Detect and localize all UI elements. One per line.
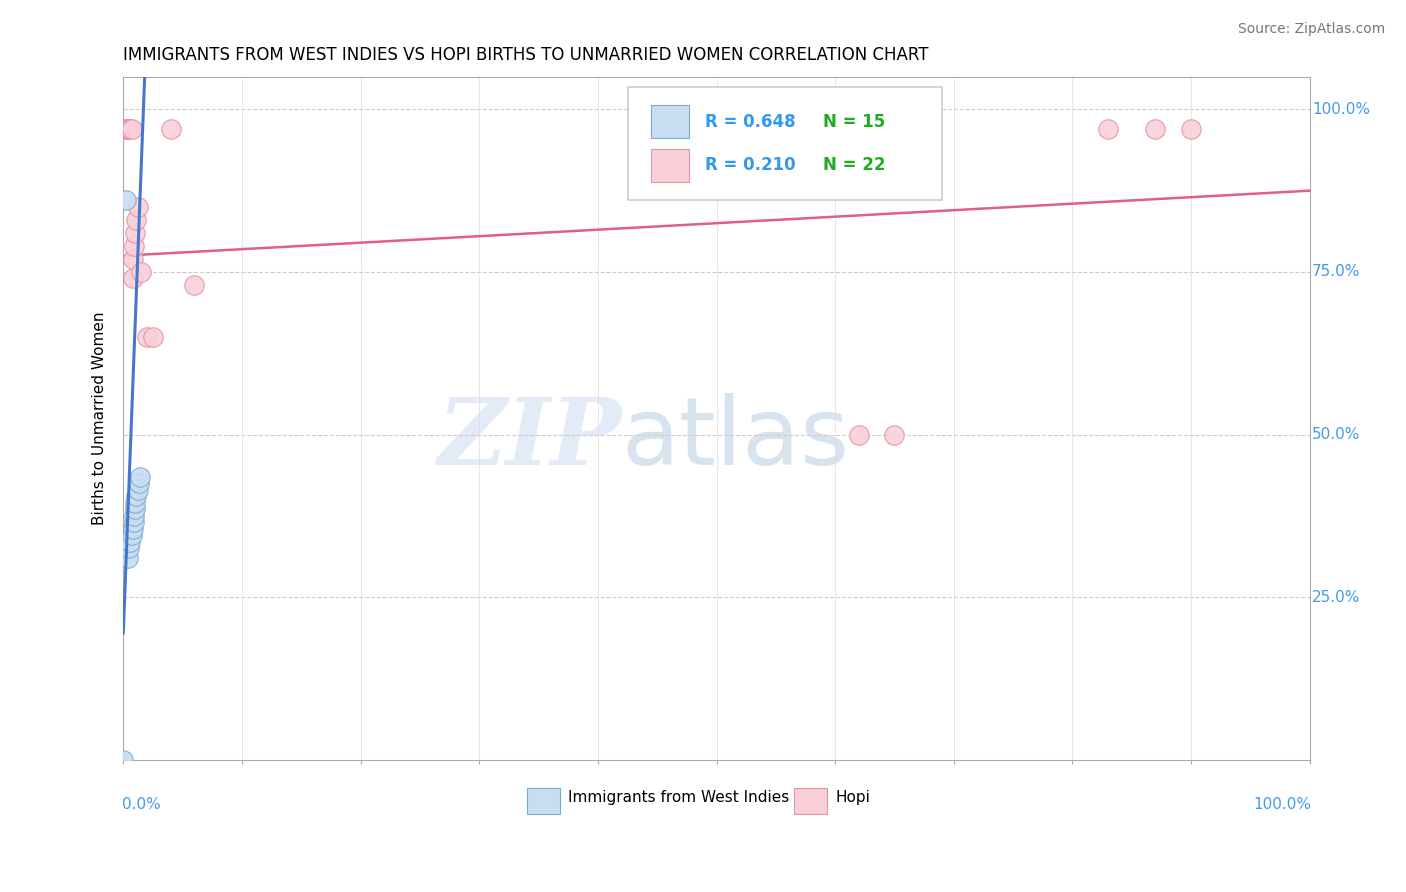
FancyBboxPatch shape [627, 87, 942, 200]
Bar [651, 149, 689, 182]
Text: N = 22: N = 22 [824, 156, 886, 174]
Text: N = 15: N = 15 [824, 112, 886, 130]
Text: 50.0%: 50.0% [1312, 427, 1361, 442]
Text: 100.0%: 100.0% [1253, 797, 1310, 812]
Bar [651, 105, 689, 138]
Text: Source: ZipAtlas.com: Source: ZipAtlas.com [1237, 22, 1385, 37]
Y-axis label: Births to Unmarried Women: Births to Unmarried Women [93, 311, 107, 525]
Text: 0.0%: 0.0% [122, 797, 160, 812]
Text: 100.0%: 100.0% [1312, 102, 1369, 117]
Text: R = 0.648: R = 0.648 [704, 112, 796, 130]
Bar [527, 789, 560, 814]
Text: Immigrants from West Indies: Immigrants from West Indies [568, 789, 789, 805]
Text: atlas: atlas [621, 392, 849, 484]
Text: 25.0%: 25.0% [1312, 590, 1361, 605]
Bar [793, 789, 827, 814]
Text: 75.0%: 75.0% [1312, 264, 1361, 279]
Text: Hopi: Hopi [835, 789, 870, 805]
Text: IMMIGRANTS FROM WEST INDIES VS HOPI BIRTHS TO UNMARRIED WOMEN CORRELATION CHART: IMMIGRANTS FROM WEST INDIES VS HOPI BIRT… [124, 46, 929, 64]
Text: R = 0.210: R = 0.210 [704, 156, 796, 174]
Text: ZIP: ZIP [437, 393, 621, 483]
